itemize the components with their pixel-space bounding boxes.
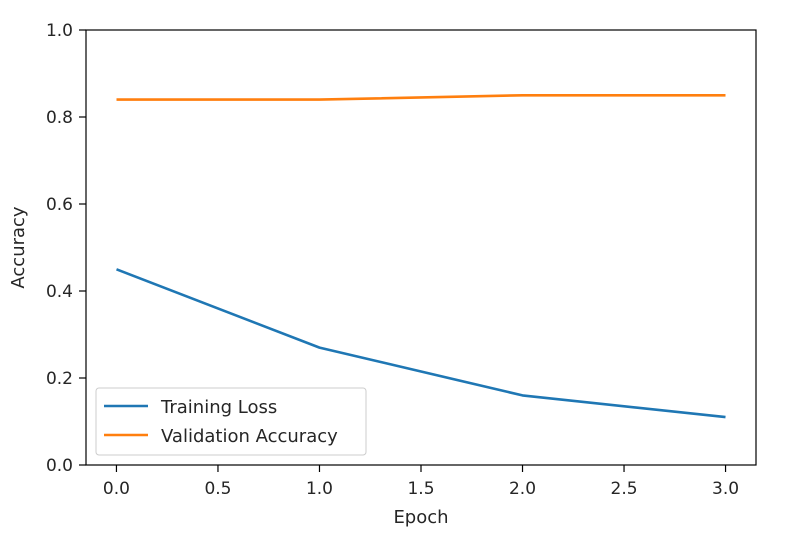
y-tick-label: 0.2 [46, 369, 73, 389]
x-tick-label: 1.0 [306, 479, 333, 499]
legend-label-validation-accuracy: Validation Accuracy [161, 426, 338, 447]
series-line-validation-accuracy [116, 94, 726, 101]
x-tick-label: 1.5 [407, 479, 434, 499]
series-line-training-loss [116, 268, 726, 419]
series-layer [116, 94, 726, 419]
y-tick-label: 1.0 [46, 21, 73, 41]
legend-label-training-loss: Training Loss [160, 397, 277, 418]
ticks-layer: 0.0 0.5 1.0 1.5 2.0 2.5 3.0 0.0 0.2 0.4 0.6 0.8 1.0 [46, 21, 739, 499]
y-tick-label: 0.8 [46, 108, 73, 128]
legend-box [95, 387, 367, 456]
x-axis-label: Epoch [393, 507, 448, 528]
x-tick-label: 0.5 [204, 479, 231, 499]
y-tick-label: 0.6 [46, 195, 73, 215]
x-tick-label: 3.0 [712, 479, 739, 499]
y-axis-label: Accuracy [8, 206, 29, 289]
y-tick-label: 0.0 [46, 456, 73, 476]
x-tick-label: 2.5 [611, 479, 638, 499]
x-tick-label: 0.0 [103, 479, 130, 499]
legend: Training Loss Validation Accuracy [95, 387, 367, 456]
x-tick-label: 2.0 [509, 479, 536, 499]
y-tick-label: 0.4 [46, 282, 73, 302]
